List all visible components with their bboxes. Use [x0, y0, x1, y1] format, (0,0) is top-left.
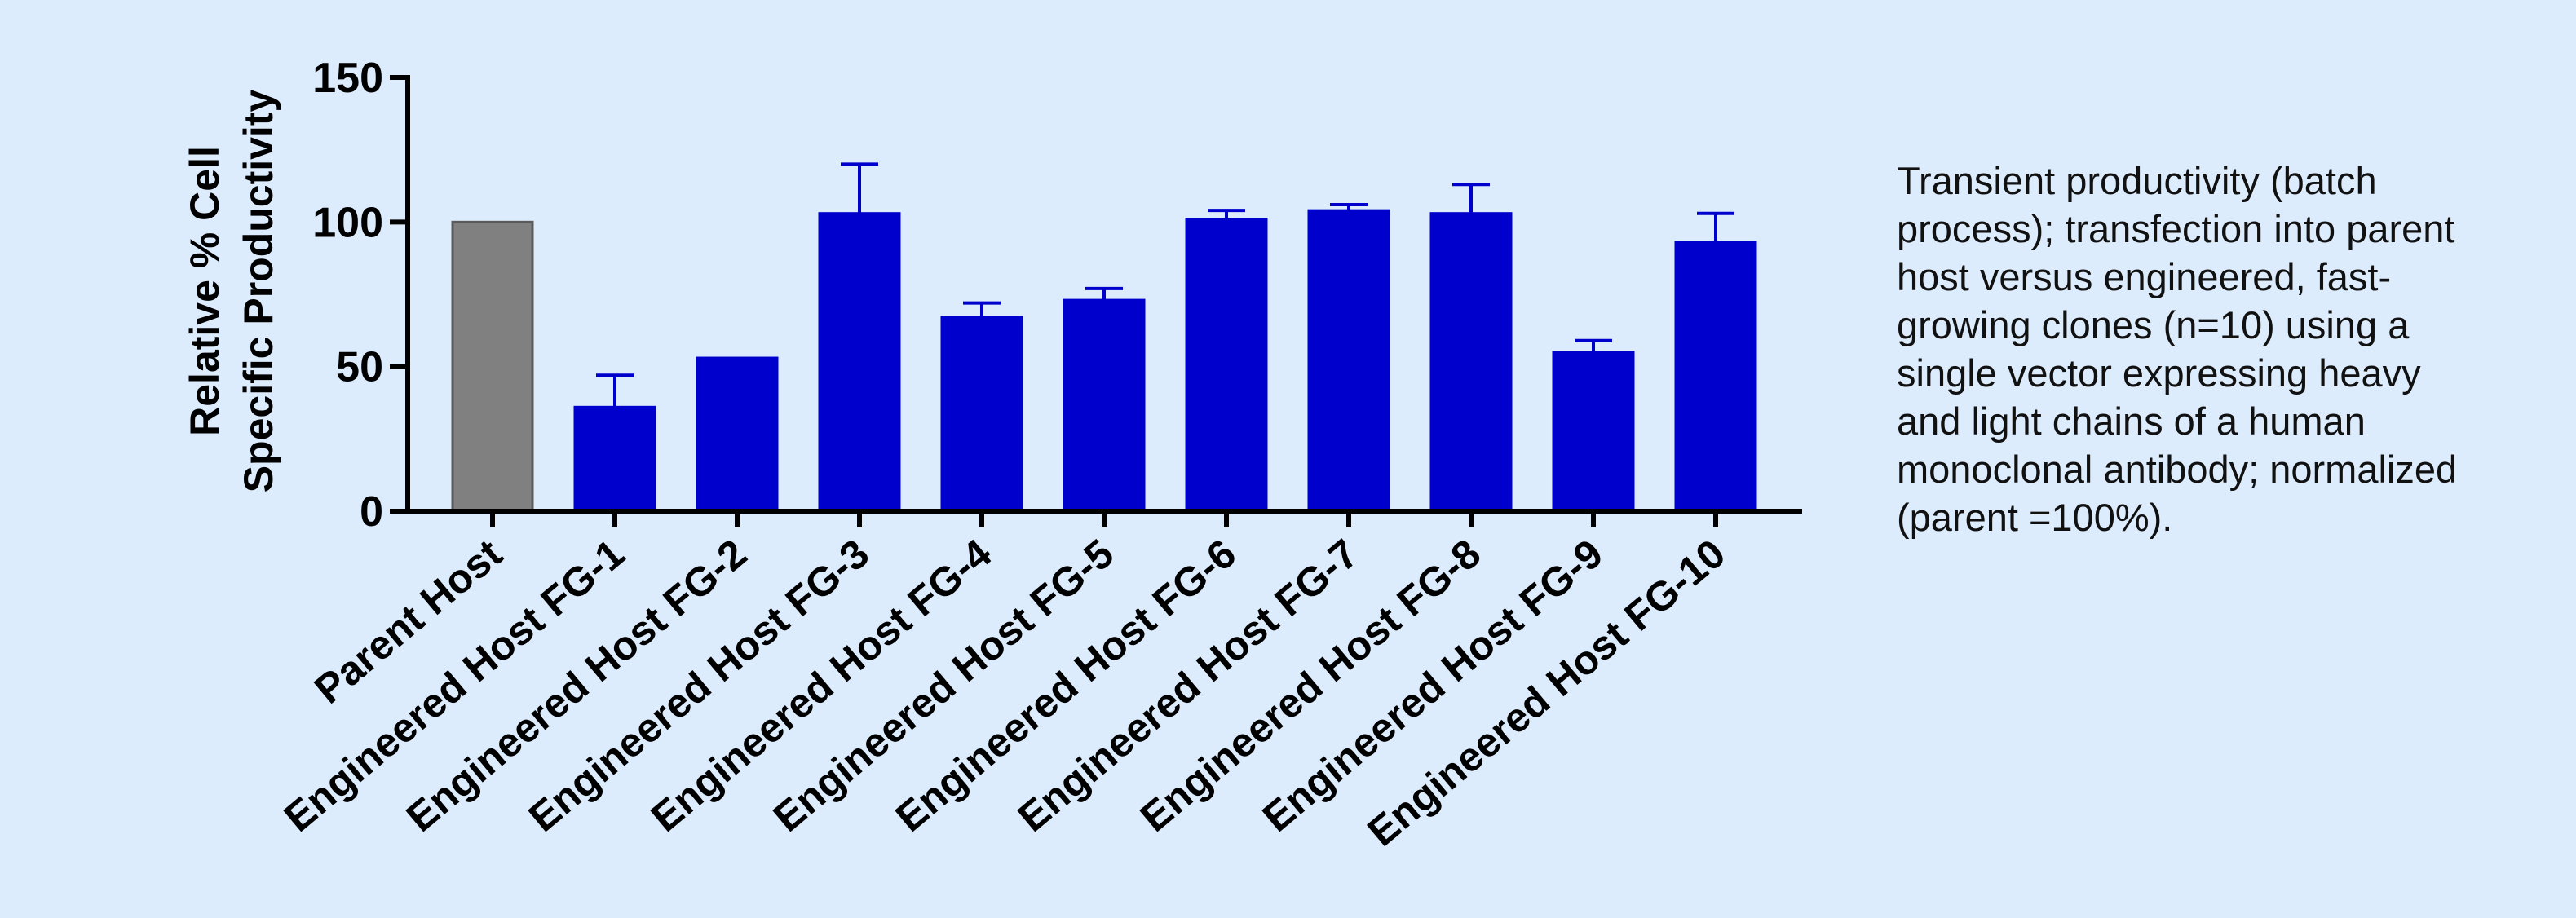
bars-layer	[451, 209, 1757, 513]
y-ticks-layer: 0 50 100 150	[312, 55, 408, 536]
bar-2	[573, 405, 656, 513]
y-axis-label-line-1: Relative % Cell	[182, 146, 228, 436]
y-tick-label: 150	[312, 55, 383, 102]
y-axis-label-line-2: Specific Productivity	[236, 90, 281, 493]
bar-10	[1552, 351, 1635, 513]
bar-3	[696, 356, 779, 513]
bar-7	[1185, 218, 1268, 513]
bar-9	[1429, 212, 1513, 513]
bar-4	[818, 212, 901, 513]
y-tick-label: 0	[360, 488, 383, 536]
bar-8	[1307, 209, 1390, 513]
bar-5	[940, 316, 1023, 513]
y-tick-label: 100	[312, 199, 383, 246]
error-bars-layer	[596, 162, 1734, 408]
y-tick-label: 50	[336, 344, 383, 391]
bar-1	[451, 220, 534, 513]
bar-6	[1063, 298, 1146, 513]
figure-caption: Transient productivity (batch process); …	[1897, 159, 2458, 539]
bar-11	[1674, 241, 1757, 513]
